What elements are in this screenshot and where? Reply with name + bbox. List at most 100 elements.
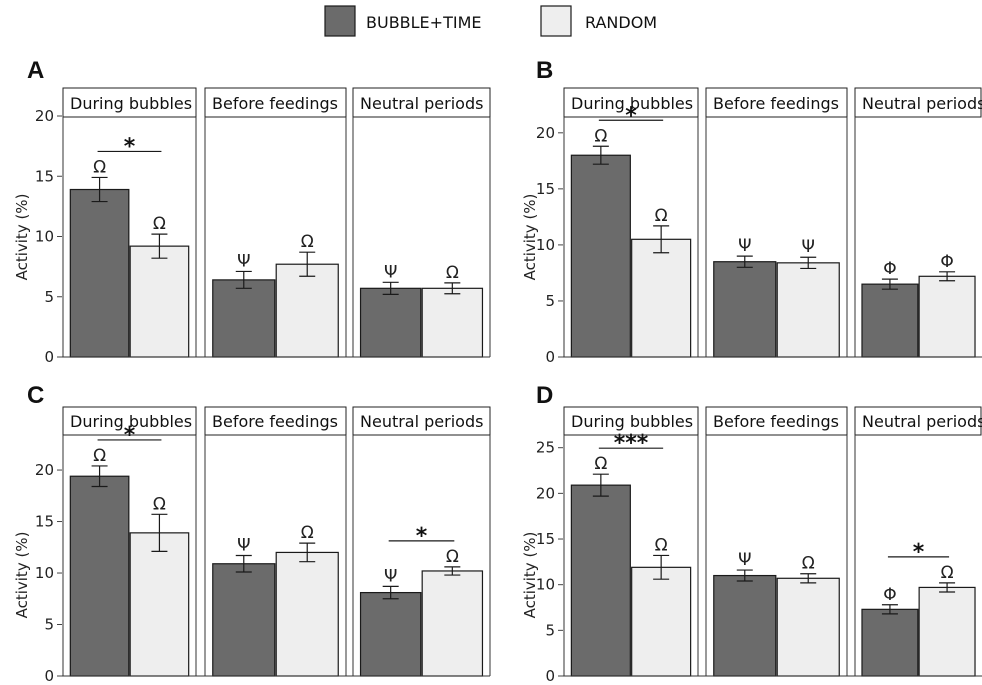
bar-bubble-time (861, 608, 919, 677)
group-symbol: Ω (93, 157, 106, 177)
facet-strip (62, 406, 197, 436)
facet-strip (705, 87, 848, 118)
bar-bubble-time (359, 591, 422, 677)
y-tick-label: 15 (536, 180, 555, 198)
group-symbol: Ψ (738, 236, 751, 256)
facet-strip-label: During bubbles (571, 94, 693, 113)
significance-label: * (124, 134, 136, 159)
y-tick-label: 20 (536, 124, 555, 142)
panel-b: B Activity (%) 0 5 10 15 20 During bubbles Ω Ω * Be… (521, 57, 982, 366)
group-symbol: Ψ (738, 550, 751, 570)
facet-before-feedings: Before feedings Ψ Ω (204, 87, 347, 358)
facet-strip (204, 87, 347, 118)
group-symbol: Ω (93, 446, 106, 466)
facet-strip (352, 406, 491, 436)
facet-neutral-periods: Neutral periods Ψ Ω (352, 87, 491, 358)
group-symbol: Ω (594, 126, 607, 146)
y-axis-label: Activity (%) (521, 532, 539, 619)
y-tick-label: 20 (35, 107, 54, 125)
group-symbol: Ψ (237, 536, 250, 556)
facet-neutral-periods: Neutral periods Φ Ω * (854, 406, 982, 677)
bar-bubble-time (861, 283, 919, 358)
y-tick-label: 0 (44, 348, 54, 366)
legend-label-bubble-time: BUBBLE+TIME (366, 13, 481, 32)
y-axis-label: Activity (%) (13, 532, 31, 619)
y-tick-label: 10 (536, 236, 555, 254)
bar-random (631, 238, 692, 358)
y-tick-label: 15 (35, 167, 54, 185)
y-tick-label: 15 (35, 513, 54, 531)
facet-during-bubbles: During bubbles Ω Ω * (62, 87, 197, 358)
facet-during-bubbles: During bubbles Ω Ω * (62, 406, 197, 677)
facet-strip (204, 406, 347, 436)
legend-label-random: RANDOM (585, 13, 657, 32)
facet-strip (854, 406, 982, 436)
facet-strip-label: Before feedings (212, 412, 338, 431)
bar-random (918, 586, 976, 677)
group-symbol: Ψ (384, 566, 397, 586)
bar-bubble-time (359, 287, 422, 358)
legend-swatch-bubble-time (324, 5, 356, 37)
panels: A Activity (%) 0 5 10 15 20 During bubbles Ω Ω * Be… (13, 57, 982, 685)
facet-strip-label: During bubbles (70, 94, 192, 113)
facet-strip-label: Neutral periods (360, 412, 483, 431)
legend: BUBBLE+TIME RANDOM (324, 5, 657, 37)
significance-label: * (416, 524, 428, 549)
facet-neutral-periods: Neutral periods Ψ Ω * (352, 406, 491, 677)
y-tick-label: 5 (545, 621, 555, 639)
group-symbol: Ω (594, 454, 607, 474)
bar-random (275, 263, 339, 358)
significance-label: * (625, 103, 637, 128)
bar-random (421, 570, 484, 677)
group-symbol: Ω (446, 263, 459, 283)
y-tick-label: 5 (44, 616, 54, 634)
facet-strip (62, 87, 197, 118)
group-symbol: Ω (802, 554, 815, 574)
panel-letter: D (536, 382, 553, 409)
group-symbol: Ω (655, 206, 668, 226)
panel-letter: C (27, 382, 44, 409)
significance-label: * (913, 540, 925, 565)
group-symbol: Ω (655, 535, 668, 555)
group-symbol: Ψ (802, 237, 815, 257)
significance-label: * (124, 423, 136, 448)
bar-random (421, 287, 484, 358)
facet-strip (705, 406, 848, 436)
facet-strip (854, 87, 982, 118)
group-symbol: Ω (301, 232, 314, 252)
facet-before-feedings: Before feedings Ψ Ω (705, 406, 848, 677)
group-symbol: Ω (941, 563, 954, 583)
bar-bubble-time (69, 475, 130, 677)
facet-strip-label: Before feedings (713, 94, 839, 113)
group-symbol: Ω (446, 547, 459, 567)
group-symbol: Φ (883, 259, 896, 279)
bar-bubble-time (713, 574, 777, 677)
facet-before-feedings: Before feedings Ψ Ψ (705, 87, 848, 358)
facet-strip (352, 87, 491, 118)
y-tick-label: 10 (35, 228, 54, 246)
bar-bubble-time (713, 261, 777, 358)
facet-during-bubbles: During bubbles Ω Ω * (563, 87, 699, 358)
y-tick-label: 20 (536, 484, 555, 502)
y-axis-label: Activity (%) (13, 194, 31, 281)
group-symbol: Ω (153, 494, 166, 514)
facet-strip-label: During bubbles (571, 412, 693, 431)
y-tick-label: 25 (536, 439, 555, 457)
bar-random (776, 577, 840, 677)
y-tick-label: 10 (35, 564, 54, 582)
y-tick-label: 10 (536, 576, 555, 594)
group-symbol: Ψ (237, 251, 250, 271)
bar-random (776, 262, 840, 358)
panel-a: A Activity (%) 0 5 10 15 20 During bubbles Ω Ω * Be… (13, 57, 491, 366)
panel-d: D Activity (%) 0 5 10 15 20 25 During bubbles Ω Ω *… (521, 382, 982, 685)
group-symbol: Ω (301, 523, 314, 543)
bar-bubble-time (212, 563, 276, 677)
bar-random (129, 245, 190, 358)
group-symbol: Ω (153, 214, 166, 234)
legend-swatch-random (540, 5, 572, 37)
group-symbol: Φ (883, 585, 896, 605)
y-tick-label: 5 (545, 292, 555, 310)
facet-strip-label: Neutral periods (862, 94, 982, 113)
bar-random (275, 551, 339, 677)
facet-strip-label: Neutral periods (862, 412, 982, 431)
